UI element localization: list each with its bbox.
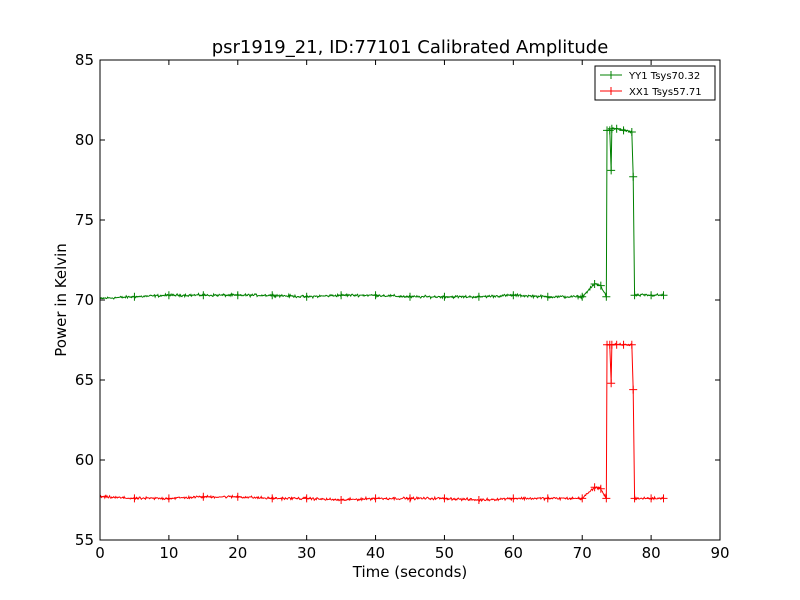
series-markers-0 (100, 124, 668, 303)
series-marker (199, 492, 208, 501)
series-marker (578, 292, 587, 301)
series-marker (199, 291, 208, 300)
series-marker (406, 494, 414, 503)
x-tick-label: 70 (573, 544, 592, 562)
series-marker (607, 379, 616, 388)
series-marker (440, 292, 449, 301)
series-marker (268, 494, 277, 503)
series-marker (406, 292, 414, 301)
series-marker (659, 494, 668, 503)
series-marker (130, 292, 139, 301)
series-marker (612, 124, 621, 133)
x-tick-label: 10 (159, 544, 178, 562)
legend-entry: YY1 Tsys70.32 (628, 71, 700, 82)
series-marker (619, 340, 628, 349)
series-marker (602, 292, 611, 301)
series-line-1 (100, 342, 665, 503)
x-tick-label: 40 (366, 544, 385, 562)
series-marker (627, 340, 636, 349)
legend: YY1 Tsys70.32 XX1 Tsys57.71 (594, 65, 716, 101)
series-marker (164, 494, 173, 503)
series-marker (605, 126, 614, 135)
x-tick-label: 0 (95, 544, 105, 562)
legend-box (594, 65, 716, 101)
series-marker (629, 385, 638, 394)
x-tick-label: 60 (504, 544, 523, 562)
series-marker (607, 166, 616, 175)
series-marker (164, 291, 173, 300)
series-marker (659, 291, 668, 300)
series-marker (647, 494, 656, 503)
series-marker (627, 128, 636, 136)
series-marker (130, 494, 139, 503)
series-marker (543, 494, 552, 503)
y-tick-label: 85 (75, 51, 94, 69)
series-marker (302, 494, 311, 503)
series-line-0 (100, 127, 665, 301)
series-marker (612, 340, 621, 349)
y-tick-label: 60 (75, 451, 94, 469)
series-markers-1 (100, 340, 668, 504)
chart-title: psr1919_21, ID:77101 Calibrated Amplitud… (212, 37, 609, 58)
series-marker (630, 291, 639, 300)
y-tick-label: 80 (75, 131, 94, 149)
x-tick-label: 80 (642, 544, 661, 562)
y-tick-label: 75 (75, 211, 94, 229)
y-tick-label: 55 (75, 531, 94, 549)
series-marker (509, 291, 518, 300)
y-tick-label: 65 (75, 371, 94, 389)
series-marker (578, 494, 587, 503)
series-marker (302, 292, 311, 301)
series-marker (100, 492, 104, 501)
series-marker (596, 281, 605, 290)
series-marker (337, 496, 346, 504)
axis-ticks: 0 10 20 30 40 50 60 70 80 90 55 60 65 70 75 80 85 (75, 51, 730, 562)
x-tick-label: 90 (710, 544, 729, 562)
series-marker (630, 494, 639, 503)
series-marker (647, 291, 656, 300)
series-marker (474, 496, 483, 504)
series-marker (543, 292, 552, 301)
series-marker (268, 291, 277, 300)
series-marker (590, 483, 599, 492)
series-marker (474, 292, 483, 301)
series-marker (233, 291, 242, 300)
series-marker (629, 172, 638, 181)
x-tick-label: 30 (297, 544, 316, 562)
y-axis-label: Power in Kelvin (52, 243, 70, 357)
x-tick-label: 50 (435, 544, 454, 562)
series-marker (233, 492, 242, 501)
series-marker (371, 494, 380, 503)
legend-marker (607, 71, 615, 79)
x-axis-label: Time (seconds) (352, 563, 468, 581)
plot-area (100, 124, 668, 504)
y-tick-label: 70 (75, 291, 94, 309)
series-marker (337, 291, 346, 300)
legend-entry: XX1 Tsys57.71 (629, 87, 702, 98)
legend-marker (607, 87, 615, 95)
series-marker (619, 126, 628, 135)
series-marker (590, 280, 599, 288)
series-marker (100, 294, 104, 303)
series-marker (509, 494, 518, 503)
series-marker (596, 484, 605, 493)
series-marker (602, 494, 611, 503)
series-marker (440, 494, 449, 503)
x-tick-label: 20 (228, 544, 247, 562)
series-marker (371, 291, 380, 300)
